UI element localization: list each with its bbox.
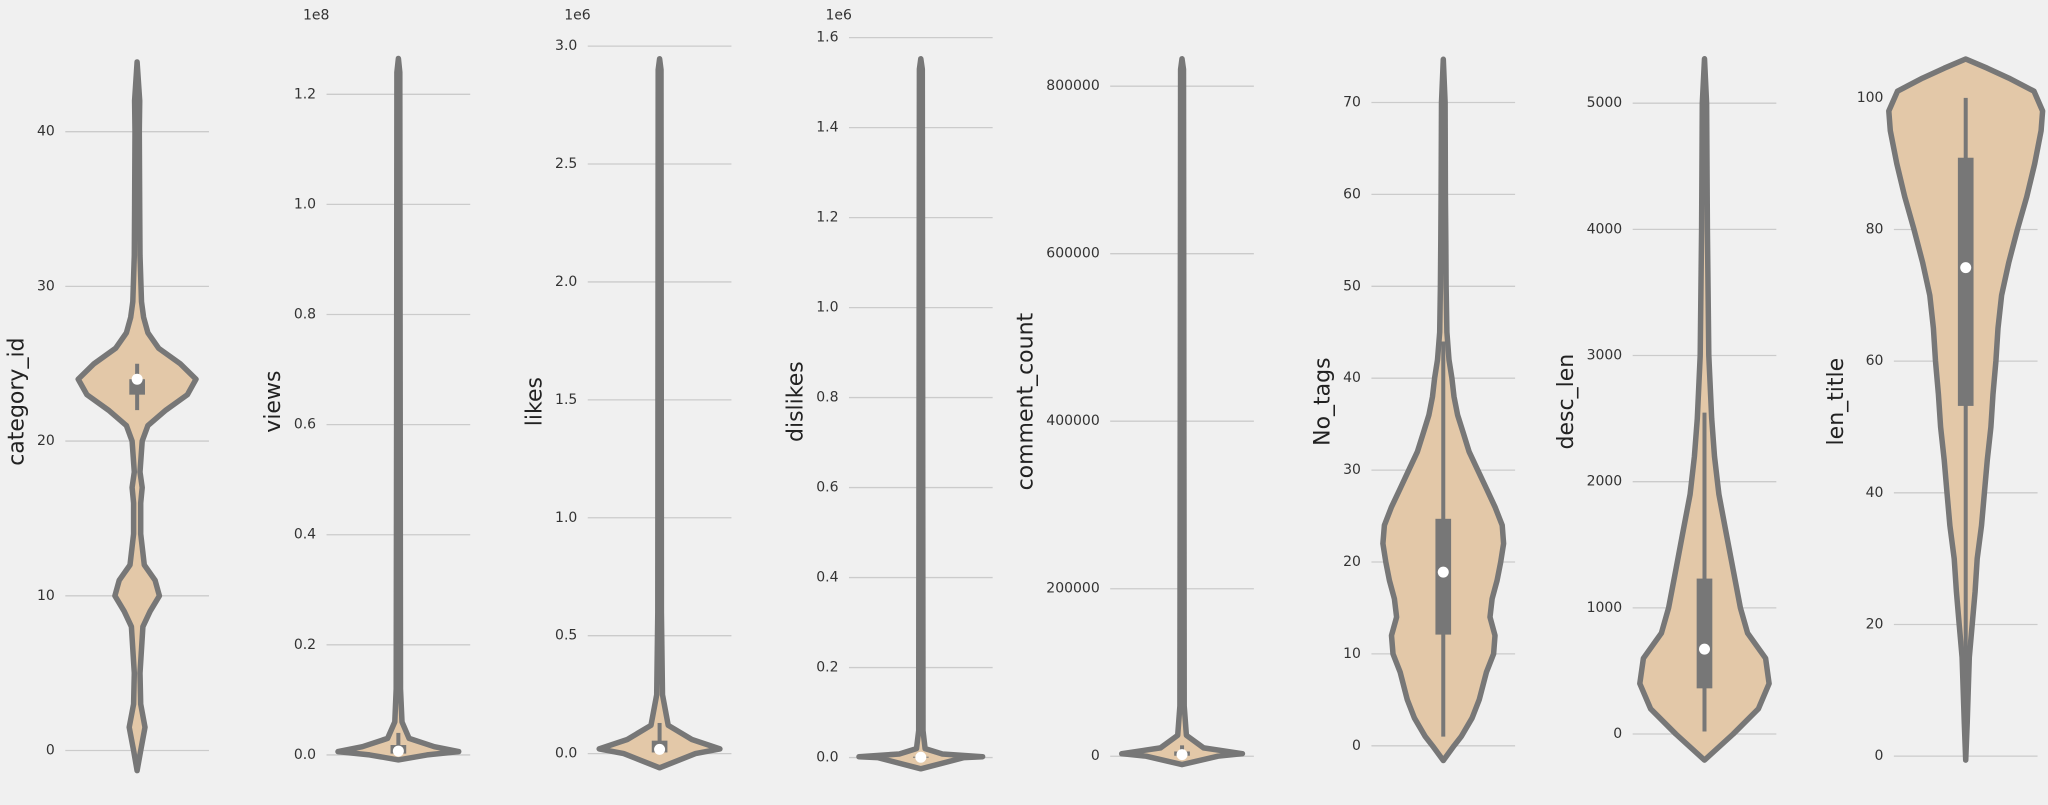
y-tick-label: 10: [37, 588, 55, 604]
y-tick-label: 40: [1866, 485, 1884, 501]
median-dot: [392, 745, 404, 757]
y-tick-label: 800000: [1046, 78, 1099, 94]
y-tick-label: 3000: [1587, 348, 1623, 364]
y-tick-label: 20: [37, 433, 55, 449]
iqr-box: [1957, 157, 1974, 406]
subplot: 0.0 0.2 0.4 0.6 0.8 1.0 1.2 1.4 1.6 dislikes 1e6: [784, 8, 993, 772]
y-tick-label: 70: [1343, 94, 1361, 110]
y-tick-label: 10: [1343, 646, 1361, 662]
subplot: 0 20 40 60 80 100 len_title: [1824, 56, 2046, 764]
violin-body: [1118, 56, 1246, 768]
y-tick-label: 400000: [1046, 413, 1099, 429]
y-tick-label: 2000: [1587, 474, 1623, 490]
subplot: 0 1000 2000 3000 4000 5000 desc_len: [1554, 56, 1777, 763]
y-tick-label: 80: [1866, 221, 1884, 237]
median-dot: [1960, 262, 1972, 274]
y-axis-label: comment_count: [1014, 312, 1039, 490]
y-tick-label: 0: [1613, 726, 1622, 742]
y-tick-label: 1.2: [294, 86, 316, 102]
violin-body: [596, 56, 723, 771]
y-tick-label: 0.4: [294, 527, 316, 543]
y-tick-label: 0: [46, 743, 55, 759]
offset-text: 1e8: [303, 8, 329, 24]
y-tick-label: 1.2: [816, 210, 838, 226]
y-tick-label: 20: [1866, 616, 1884, 632]
y-tick-label: 1.0: [294, 196, 316, 212]
median-dot: [1176, 749, 1188, 761]
subplot: 0 10 20 30 40 category_id: [4, 59, 209, 774]
violin-body: [335, 55, 462, 763]
y-tick-label: 0.2: [294, 637, 316, 653]
y-tick-label: 200000: [1046, 581, 1099, 597]
y-tick-label: 50: [1343, 278, 1361, 294]
y-tick-label: 4000: [1587, 221, 1623, 237]
violin-body: [1637, 56, 1772, 763]
y-tick-label: 0.5: [555, 628, 577, 644]
y-tick-label: 30: [1343, 462, 1361, 478]
violin-body: [75, 59, 199, 774]
y-tick-label: 0.0: [294, 747, 316, 763]
iqr-box: [1696, 578, 1713, 689]
y-tick-label: 0: [1875, 748, 1884, 764]
offset-text: 1e6: [564, 8, 591, 24]
y-tick-label: 0.0: [816, 750, 838, 766]
y-tick-label: 0.2: [816, 660, 838, 676]
y-tick-label: 40: [37, 124, 55, 140]
subplot: 0.0 0.5 1.0 1.5 2.0 2.5 3.0 likes 1e6: [522, 8, 732, 771]
y-tick-label: 0.0: [555, 746, 577, 762]
y-tick-label: 1.0: [816, 300, 838, 316]
y-tick-label: 20: [1343, 554, 1361, 570]
y-axis-label: len_title: [1824, 358, 1849, 446]
y-tick-label: 30: [37, 278, 55, 294]
y-tick-label: 0.6: [294, 417, 316, 433]
median-dot: [654, 743, 666, 755]
subplot: 0 10 20 30 40 50 60 70 No_tags: [1311, 56, 1516, 764]
y-tick-label: 5000: [1587, 95, 1623, 111]
y-tick-label: 60: [1866, 353, 1884, 369]
y-tick-label: 0.4: [816, 570, 838, 586]
y-tick-label: 0: [1091, 748, 1100, 764]
y-tick-label: 60: [1343, 186, 1361, 202]
y-tick-label: 40: [1343, 370, 1361, 386]
subplot: 0.0 0.2 0.4 0.6 0.8 1.0 1.2 views 1e8: [261, 8, 471, 763]
y-tick-label: 1000: [1587, 600, 1623, 616]
median-dot: [1698, 643, 1710, 655]
y-axis-label: category_id: [4, 337, 29, 465]
median-dot: [131, 373, 143, 385]
y-axis-label: desc_len: [1554, 354, 1579, 450]
y-axis-label: No_tags: [1311, 357, 1336, 445]
violin-body: [856, 56, 986, 772]
y-tick-label: 0: [1352, 738, 1361, 754]
median-dot: [915, 751, 927, 763]
y-tick-label: 0.8: [816, 390, 838, 406]
y-tick-label: 0.6: [816, 480, 838, 496]
y-tick-label: 2.5: [555, 156, 577, 172]
y-tick-label: 1.6: [816, 30, 838, 46]
y-axis-label: likes: [522, 377, 547, 426]
y-tick-label: 1.4: [816, 120, 838, 136]
subplot: 0 200000 400000 600000 800000 comment_count: [1014, 56, 1254, 768]
y-tick-label: 600000: [1046, 246, 1099, 262]
y-axis-label: dislikes: [784, 361, 809, 442]
iqr-box: [129, 379, 145, 395]
y-tick-label: 2.0: [555, 274, 577, 290]
y-tick-label: 0.8: [294, 307, 316, 323]
y-tick-label: 1.0: [555, 510, 577, 526]
median-dot: [1437, 566, 1449, 578]
y-tick-label: 100: [1857, 90, 1884, 106]
y-tick-label: 3.0: [555, 38, 577, 54]
y-axis-label: views: [261, 371, 286, 433]
offset-text: 1e6: [825, 8, 852, 24]
y-tick-label: 1.5: [555, 392, 577, 408]
